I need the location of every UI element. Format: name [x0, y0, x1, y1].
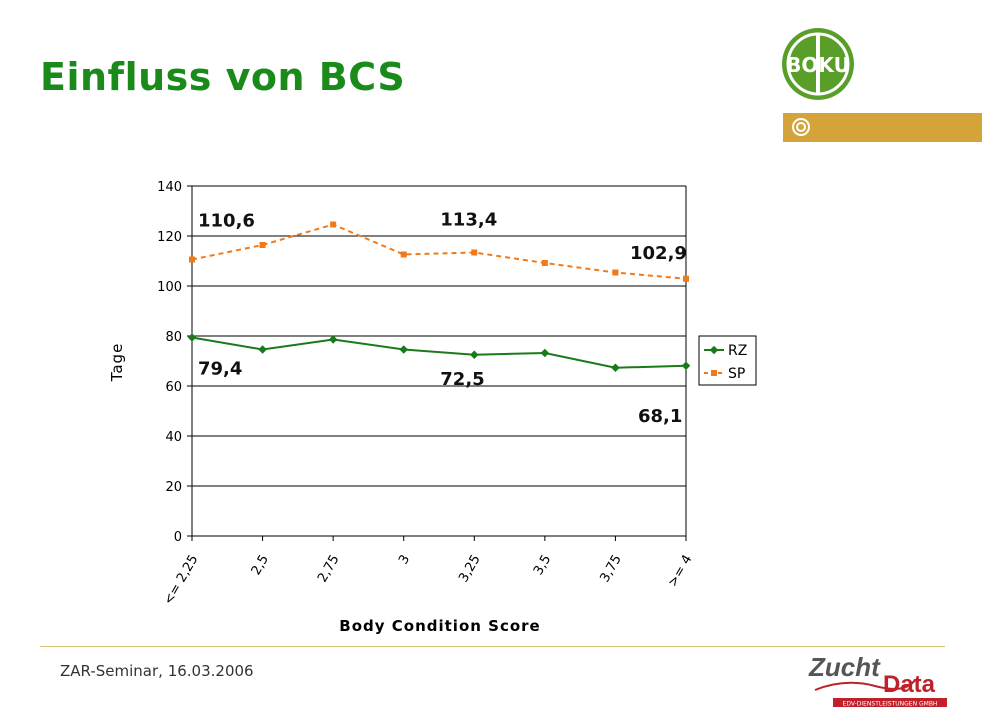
y-tick-label: 100	[157, 280, 182, 295]
legend-rz-label: RZ	[728, 343, 747, 359]
x-tick-label: 3	[396, 553, 413, 568]
point-rz	[328, 335, 338, 344]
y-tick-label: 40	[165, 430, 182, 445]
footer-text: ZAR-Seminar, 16.03.2006	[60, 662, 254, 680]
point-sp	[471, 249, 478, 256]
point-sp	[612, 269, 619, 276]
point-sp	[259, 242, 266, 248]
point-rz	[470, 350, 479, 359]
data-label: 72,5	[440, 369, 484, 390]
header-accent-bar	[783, 113, 982, 142]
boku-logo-icon: BOKU	[782, 28, 854, 100]
y-tick-label: 0	[174, 530, 182, 545]
y-axis-label: Tage	[108, 343, 126, 383]
gridlines	[192, 185, 686, 487]
y-tick-label: 20	[165, 480, 182, 495]
point-sp	[541, 260, 548, 266]
brand-sub-bar	[833, 698, 947, 707]
spiral-icon	[792, 118, 810, 136]
series-line-rz	[191, 336, 687, 369]
footer-divider	[40, 646, 945, 647]
legend-rz-marker	[709, 345, 719, 355]
x-axis-label: Body Condition Score	[339, 617, 540, 635]
y-tick-label: 120	[157, 230, 182, 245]
brand-swoosh-icon	[814, 679, 916, 691]
x-tick-label: 2,5	[249, 553, 272, 578]
x-tick-label: >= 4	[665, 553, 695, 590]
point-sp	[330, 221, 337, 228]
point-sp	[683, 275, 689, 282]
y-tick-labels: 0 20 40 60 80 100 120 140	[157, 180, 182, 545]
zuchtdata-logo: Zucht Data EDV-DIENSTLEISTUNGEN GMBH	[808, 652, 947, 708]
brand-sub-text: EDV-DIENSTLEISTUNGEN GMBH	[843, 701, 938, 708]
data-wordmark: Data	[883, 671, 936, 698]
data-label: 113,4	[440, 210, 497, 231]
x-tick-label: 3,75	[597, 553, 624, 586]
legend-sp-marker	[711, 370, 717, 376]
x-tick-label: <= 2,25	[161, 553, 201, 608]
axes	[187, 185, 687, 541]
y-tick-label: 140	[157, 180, 182, 195]
legend-sp-label: SP	[728, 366, 745, 382]
page-title: Einfluss von BCS	[40, 55, 406, 99]
legend-box	[698, 335, 757, 386]
x-tick-label: 3,25	[456, 553, 483, 586]
data-label: 68,1	[638, 406, 682, 427]
point-rz	[399, 345, 408, 354]
x-tick-label: 2,75	[315, 553, 342, 586]
x-tick-labels: <= 2,25 2,5 2,75 3 3,25 3,5 3,75 >= 4	[161, 553, 695, 608]
x-tick-label: 3,5	[531, 553, 554, 578]
zucht-wordmark: Zucht	[808, 652, 881, 682]
point-sp	[189, 256, 195, 263]
point-rz	[187, 333, 197, 342]
data-label: 79,4	[198, 359, 242, 380]
point-rz	[611, 363, 620, 372]
data-label: 110,6	[198, 211, 255, 232]
y-tick-label: 60	[165, 380, 182, 395]
y-tick-label: 80	[165, 330, 182, 345]
point-rz	[258, 345, 267, 354]
legend: RZ SP	[698, 335, 757, 386]
series-lines	[187, 221, 691, 372]
data-label: 102,9	[630, 243, 687, 264]
boku-logo-text: BOKU	[786, 53, 850, 77]
series-line-sp	[191, 223, 687, 280]
point-sp	[400, 251, 407, 258]
point-rz	[540, 348, 550, 358]
point-rz	[681, 361, 691, 370]
data-annotations: 110,6 113,4 102,9 79,4 72,5 68,1	[198, 210, 687, 427]
